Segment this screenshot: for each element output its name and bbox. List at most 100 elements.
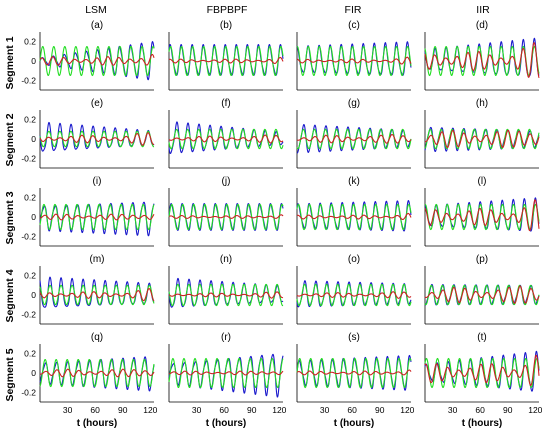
series-green-line [168,128,284,150]
series-red-line [168,370,284,376]
row-title-segment-5: Segment 5 [4,348,16,401]
series-green-line [168,283,284,307]
panel-t: (t) 30 60 90 120 t (hours) [424,332,543,429]
series-red-line [39,368,155,378]
series-red-line [424,199,540,232]
panel-label: (m) [90,254,105,265]
series-red-line [424,285,540,304]
x-tick-label: 30 [192,405,202,415]
panel-grid: (a) -0.2 0 0.2 (b) (c) (d) (e) -0.2 0 0.2 (f) (g) (h)… [21,20,542,429]
series-green-line [296,357,412,389]
y-tick-label: -0.2 [21,75,36,85]
x-tick-label: 90 [503,405,513,415]
y-tick-label: 0.2 [24,37,36,47]
panel-e: (e) -0.2 0 0.2 [21,98,155,169]
panel-h: (h) [424,98,540,169]
panel-f: (f) [168,98,284,169]
y-tick-label: 0.2 [24,193,36,203]
series-blue-line [168,353,284,398]
series-green-line [39,358,155,388]
series-red-line [424,42,540,78]
series-red-line [39,288,155,302]
panel-s: (s) 30 60 90 120 t (hours) [296,332,415,429]
y-tick-label: 0.2 [24,349,36,359]
panel-label: (h) [476,98,488,109]
series-red-line [424,129,540,149]
column-title-fbpbpf: FBPBPF [207,4,248,16]
x-tick-label: 30 [63,405,73,415]
panel-label: (o) [348,254,360,265]
panel-m: (m) -0.2 0 0.2 [21,254,155,325]
series-green-line [424,284,540,306]
x-axis-label: t (hours) [334,418,375,429]
panel-j: (j) [168,176,284,247]
panel-b: (b) [168,20,284,91]
series-red-line [168,214,284,219]
panel-label: (g) [348,98,360,109]
panel-label: (d) [476,20,488,31]
y-tick-label: 0 [31,56,36,66]
panel-r: (r) 30 60 90 120 t (hours) [168,332,287,429]
panel-label: (c) [348,20,360,31]
x-tick-label: 60 [90,405,100,415]
panel-l: (l) [424,176,540,247]
x-axis-label: t (hours) [206,418,247,429]
x-axis-label: t (hours) [77,418,118,429]
series-red-line [296,369,412,376]
y-tick-label: 0 [31,134,36,144]
series-green-line [39,203,155,231]
panel-label: (b) [220,20,232,31]
series-blue-line [296,280,412,308]
x-tick-label: 90 [118,405,128,415]
y-tick-label: -0.2 [21,153,36,163]
panel-label: (n) [220,254,232,265]
series-red-line [296,291,412,299]
series-red-line [296,133,412,144]
y-tick-label: -0.2 [21,231,36,241]
series-green-line [296,45,412,77]
panel-label: (s) [348,332,360,343]
row-title-segment-4: Segment 4 [4,269,16,322]
y-tick-label: 0.2 [24,115,36,125]
series-red-line [168,56,284,65]
x-tick-label: 30 [448,405,458,415]
panel-label: (f) [221,98,230,109]
series-green-line [424,203,540,231]
panel-label: (l) [478,176,487,187]
series-green-line [424,357,540,389]
y-tick-label: 0 [31,368,36,378]
panel-label: (j) [222,176,231,187]
row-title-segment-3: Segment 3 [4,191,16,244]
column-title-lsm: LSM [85,4,107,16]
panel-p: (p) [424,254,540,325]
column-titles: LSM FBPBPF FIR IIR [85,4,490,16]
y-tick-label: -0.2 [21,387,36,397]
series-green-line [296,283,412,307]
series-red-line [39,213,155,221]
series-red-line [424,354,540,386]
series-blue-line [39,201,155,237]
panel-label: (k) [348,176,360,187]
series-red-line [39,132,155,146]
series-green-line [296,128,412,150]
panel-o: (o) [296,254,412,325]
panel-c: (c) [296,20,412,91]
y-tick-label: 0 [31,212,36,222]
panel-label: (i) [93,176,102,187]
x-tick-label: 120 [400,405,414,415]
x-tick-label: 120 [143,405,157,415]
x-axis-label: t (hours) [462,418,503,429]
series-green-line [168,45,284,77]
series-green-line [39,45,155,77]
panel-d: (d) [424,20,540,91]
column-title-fir: FIR [345,4,362,16]
panel-label: (r) [221,332,231,343]
x-tick-label: 60 [219,405,229,415]
series-red-line [168,291,284,299]
x-tick-label: 30 [320,405,330,415]
row-title-segment-2: Segment 2 [4,113,16,166]
row-titles: Segment 1 Segment 2 Segment 3 Segment 4 … [4,36,16,401]
y-tick-label: 0 [31,290,36,300]
x-tick-label: 60 [475,405,485,415]
